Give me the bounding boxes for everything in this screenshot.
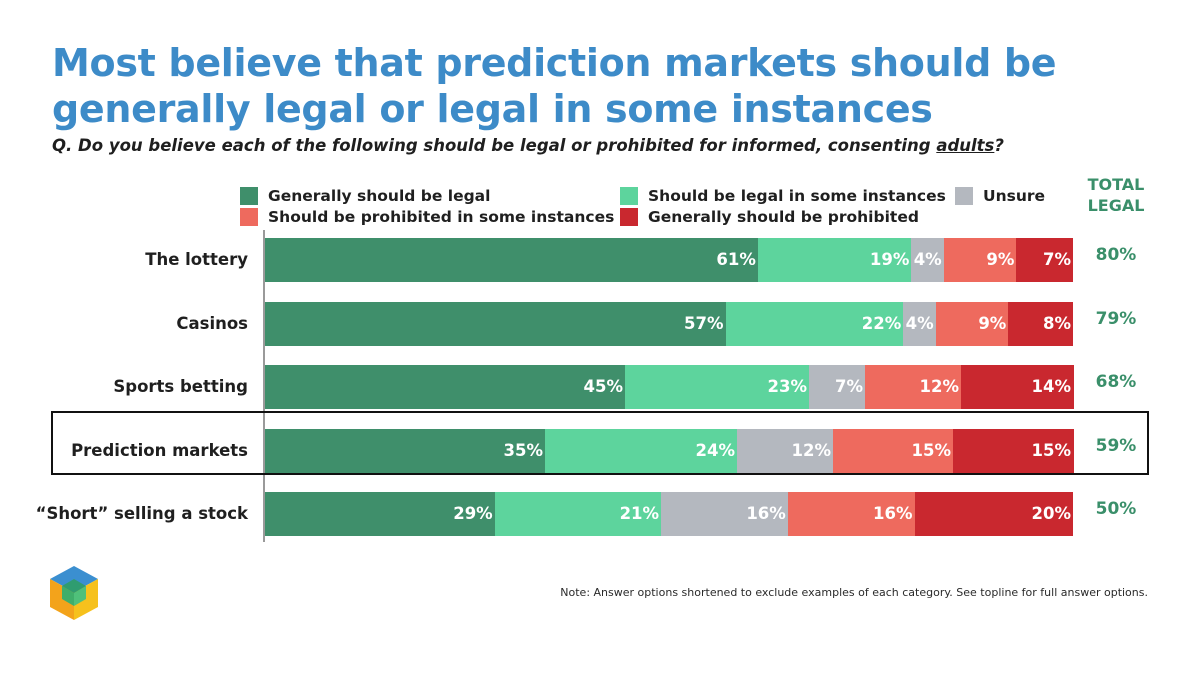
bar-segment bbox=[265, 492, 496, 536]
total-legal-header-line1: TOTAL bbox=[1087, 175, 1145, 194]
data-label: 9% bbox=[986, 250, 1015, 269]
bar-segment bbox=[265, 429, 546, 473]
bar-segment bbox=[809, 365, 866, 409]
legend-label: Generally should be legal bbox=[268, 187, 491, 205]
legend-swatch bbox=[955, 187, 973, 205]
data-label: 4% bbox=[905, 314, 934, 333]
total-legal-header: TOTAL LEGAL bbox=[1076, 174, 1156, 216]
total-legal-value: 80% bbox=[1095, 245, 1137, 265]
question-suffix: ? bbox=[994, 136, 1004, 155]
bar-segment bbox=[1008, 302, 1074, 346]
data-label: 16% bbox=[746, 504, 786, 523]
total-legal-value: 68% bbox=[1095, 372, 1137, 392]
legend-swatch bbox=[240, 187, 258, 205]
data-label: 14% bbox=[1031, 377, 1072, 396]
data-label: 7% bbox=[834, 377, 863, 396]
category-axis-line bbox=[263, 230, 265, 542]
stacked-bar: 29% 21% 16% 16% 20% bbox=[265, 492, 1074, 536]
legend-label: Should be prohibited in some instances bbox=[268, 208, 615, 226]
bar-segment bbox=[494, 492, 662, 536]
bar-segment bbox=[725, 302, 904, 346]
data-label: 19% bbox=[869, 250, 910, 269]
bar-segment bbox=[935, 302, 1009, 346]
bar-segment bbox=[787, 492, 916, 536]
data-label: 4% bbox=[913, 250, 942, 269]
legend-item-generally-prohibited: Generally should be prohibited bbox=[620, 207, 919, 227]
chart-title: Most believe that prediction markets sho… bbox=[52, 41, 1057, 131]
bar-segment bbox=[911, 238, 945, 282]
bar-segment bbox=[265, 238, 759, 282]
category-label: “Short” selling a stock bbox=[35, 504, 248, 523]
bar-segment bbox=[953, 429, 1074, 473]
highlight-box bbox=[51, 411, 1149, 475]
data-label: 24% bbox=[695, 441, 736, 460]
question-text: Q. Do you believe each of the following … bbox=[52, 136, 937, 155]
data-label: 57% bbox=[684, 314, 724, 333]
footnote: Note: Answer options shortened to exclud… bbox=[560, 586, 1148, 599]
question-underlined-word: adults bbox=[936, 136, 995, 155]
legend-label: Should be legal in some instances bbox=[648, 187, 946, 205]
category-label: Casinos bbox=[176, 314, 248, 333]
data-label: 29% bbox=[453, 504, 493, 523]
legend-item-generally-legal: Generally should be legal bbox=[240, 186, 490, 206]
total-legal-header-line2: LEGAL bbox=[1087, 196, 1145, 215]
bar-segment bbox=[737, 429, 834, 473]
bar-segment bbox=[903, 302, 937, 346]
category-label: Prediction markets bbox=[71, 441, 248, 460]
total-legal-value: 50% bbox=[1095, 499, 1137, 519]
data-label: 15% bbox=[1031, 441, 1072, 460]
bar-segment bbox=[961, 365, 1074, 409]
legend-item-unsure: Unsure bbox=[955, 186, 1045, 206]
legend-swatch bbox=[620, 187, 638, 205]
stacked-bar: 61% 19% 4% 9% 7% bbox=[265, 238, 1074, 282]
data-label: 7% bbox=[1042, 250, 1071, 269]
survey-question: Q. Do you believe each of the following … bbox=[52, 136, 1172, 155]
bar-segment bbox=[1016, 238, 1074, 282]
bar-segment bbox=[943, 238, 1017, 282]
stacked-bar: 57% 22% 4% 9% 8% bbox=[265, 302, 1074, 346]
bar-segment bbox=[625, 365, 810, 409]
bar-segment bbox=[265, 302, 727, 346]
stacked-bar: 35% 24% 12% 15% 15% bbox=[265, 429, 1074, 473]
legend-item-some-legal: Should be legal in some instances bbox=[620, 186, 946, 206]
data-label: 22% bbox=[861, 314, 902, 333]
bar-segment bbox=[914, 492, 1074, 536]
legend-swatch bbox=[240, 208, 258, 226]
bar-segment bbox=[865, 365, 962, 409]
data-label: 21% bbox=[619, 504, 660, 523]
data-label: 8% bbox=[1042, 314, 1071, 333]
data-label: 12% bbox=[919, 377, 960, 396]
cube-logo-icon bbox=[50, 566, 98, 620]
data-label: 23% bbox=[767, 377, 808, 396]
bar-segment bbox=[833, 429, 954, 473]
data-label: 61% bbox=[716, 250, 756, 269]
data-label: 9% bbox=[978, 314, 1007, 333]
data-label: 15% bbox=[911, 441, 952, 460]
bar-segment bbox=[545, 429, 738, 473]
category-label: Sports betting bbox=[113, 377, 248, 396]
legend-item-some-prohibited: Should be prohibited in some instances bbox=[240, 207, 614, 227]
total-legal-value: 59% bbox=[1095, 436, 1137, 456]
legend-label: Unsure bbox=[983, 187, 1046, 205]
bar-segment bbox=[265, 365, 626, 409]
stacked-bar: 45% 23% 7% 12% 14% bbox=[265, 365, 1074, 409]
category-label: The lottery bbox=[145, 250, 248, 269]
data-label: 45% bbox=[583, 377, 624, 396]
legend-swatch bbox=[620, 208, 638, 226]
bar-segment bbox=[757, 238, 912, 282]
bar-segment bbox=[661, 492, 789, 536]
data-label: 20% bbox=[1031, 504, 1071, 523]
legend-label: Generally should be prohibited bbox=[648, 208, 919, 226]
total-legal-value: 79% bbox=[1095, 309, 1137, 329]
data-label: 35% bbox=[503, 441, 544, 460]
data-label: 16% bbox=[873, 504, 913, 523]
data-label: 12% bbox=[791, 441, 832, 460]
